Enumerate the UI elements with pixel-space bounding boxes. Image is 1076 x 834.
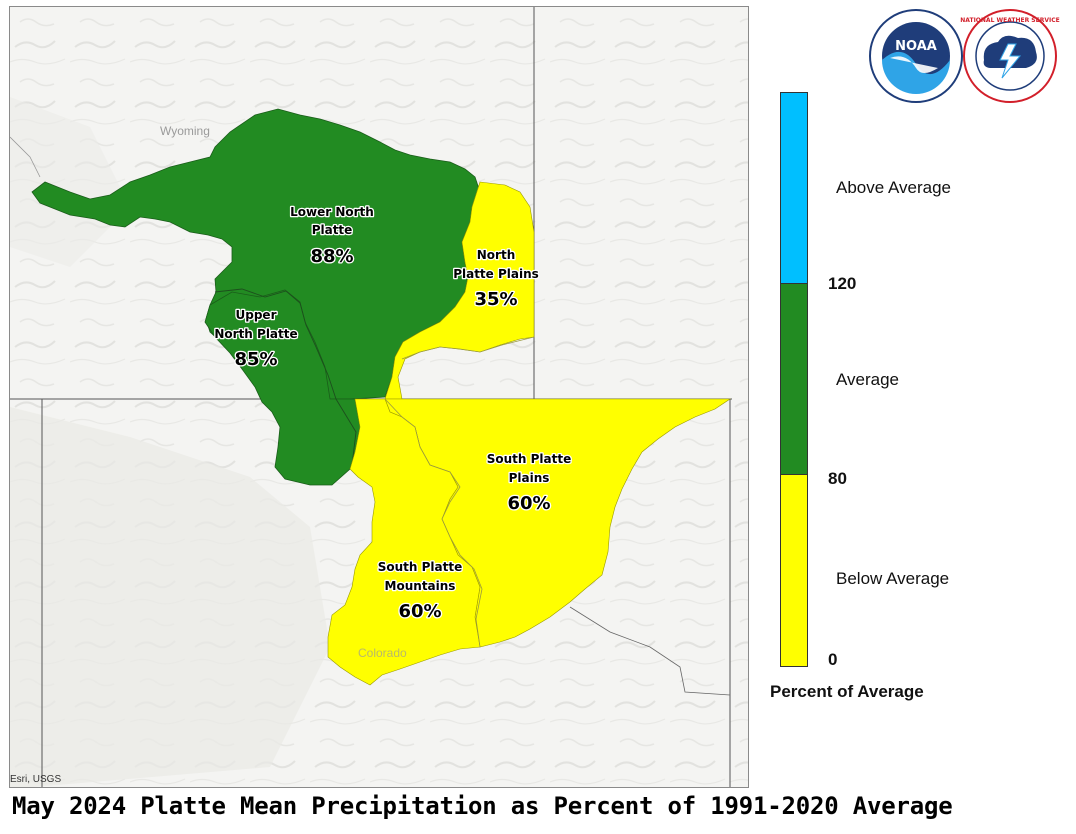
basin-boundary bbox=[214, 288, 357, 466]
label-south-platte-mountains: South Platte Mountains 60% bbox=[376, 559, 463, 624]
agency-logos: NOAA NATIONAL WEATHER SERVICE bbox=[862, 8, 1062, 108]
legend-title: Percent of Average bbox=[770, 682, 924, 701]
map: Wyoming Colorado Lower North Platte 88% … bbox=[9, 6, 749, 788]
page-title: May 2024 Platte Mean Precipitation as Pe… bbox=[12, 792, 953, 820]
basin-percent: 88% bbox=[310, 246, 353, 267]
legend-swatch-average bbox=[780, 283, 808, 475]
legend: Above Average 120 Average 80 Below Avera… bbox=[770, 90, 1070, 710]
noaa-wordmark: NOAA bbox=[895, 39, 937, 54]
basin-boundary bbox=[384, 398, 483, 648]
basin-name: North Platte bbox=[214, 327, 297, 341]
map-canvas: Wyoming Colorado Lower North Platte 88% … bbox=[10, 7, 748, 787]
mountain-shading bbox=[10, 97, 130, 267]
basin-name: Upper bbox=[236, 308, 277, 322]
label-lower-north-platte: Lower North Platte 88% bbox=[289, 204, 375, 269]
basin-boundary bbox=[401, 336, 535, 360]
basin-north-platte-plains bbox=[384, 181, 535, 400]
basin-percent: 85% bbox=[234, 349, 277, 370]
legend-swatch-below-average bbox=[780, 474, 808, 667]
basin-name: South Platte bbox=[378, 560, 463, 574]
legend-label-average: Average bbox=[836, 370, 900, 389]
noaa-logo: NOAA NATIONAL WEATHER SERVICE bbox=[869, 9, 1060, 103]
basin-name: Mountains bbox=[385, 579, 456, 593]
label-upper-north-platte: Upper North Platte 85% bbox=[213, 307, 299, 372]
basin-percent: 60% bbox=[398, 601, 441, 622]
legend-label-below-average: Below Average bbox=[836, 569, 950, 588]
basin-name: Platte bbox=[312, 223, 353, 237]
state-label-wyoming: Wyoming bbox=[160, 124, 210, 138]
label-south-platte-plains: South Platte Plains 60% bbox=[485, 451, 572, 516]
basin-name: Lower North bbox=[290, 205, 374, 219]
county-line bbox=[569, 606, 731, 696]
label-north-platte-plains: North Platte Plains 35% bbox=[452, 247, 540, 312]
map-attribution: Esri, USGS bbox=[10, 774, 62, 785]
basin-name: North bbox=[477, 248, 515, 262]
legend-label-above-average: Above Average bbox=[836, 178, 951, 197]
mountain-shading bbox=[10, 407, 330, 787]
legend-tick-80: 80 bbox=[828, 469, 847, 488]
basin-name: South Platte bbox=[487, 452, 572, 466]
basin-name: Plains bbox=[509, 471, 550, 485]
legend-swatch-above-average bbox=[780, 92, 808, 284]
nws-wordmark: NATIONAL WEATHER SERVICE bbox=[960, 17, 1059, 24]
county-line bbox=[10, 136, 41, 178]
state-label-colorado: Colorado bbox=[358, 646, 407, 660]
basin-name: Platte Plains bbox=[453, 267, 539, 281]
basin-percent: 60% bbox=[507, 493, 550, 514]
legend-tick-120: 120 bbox=[828, 274, 857, 293]
basin-percent: 35% bbox=[474, 289, 517, 310]
legend-tick-0: 0 bbox=[828, 650, 838, 669]
